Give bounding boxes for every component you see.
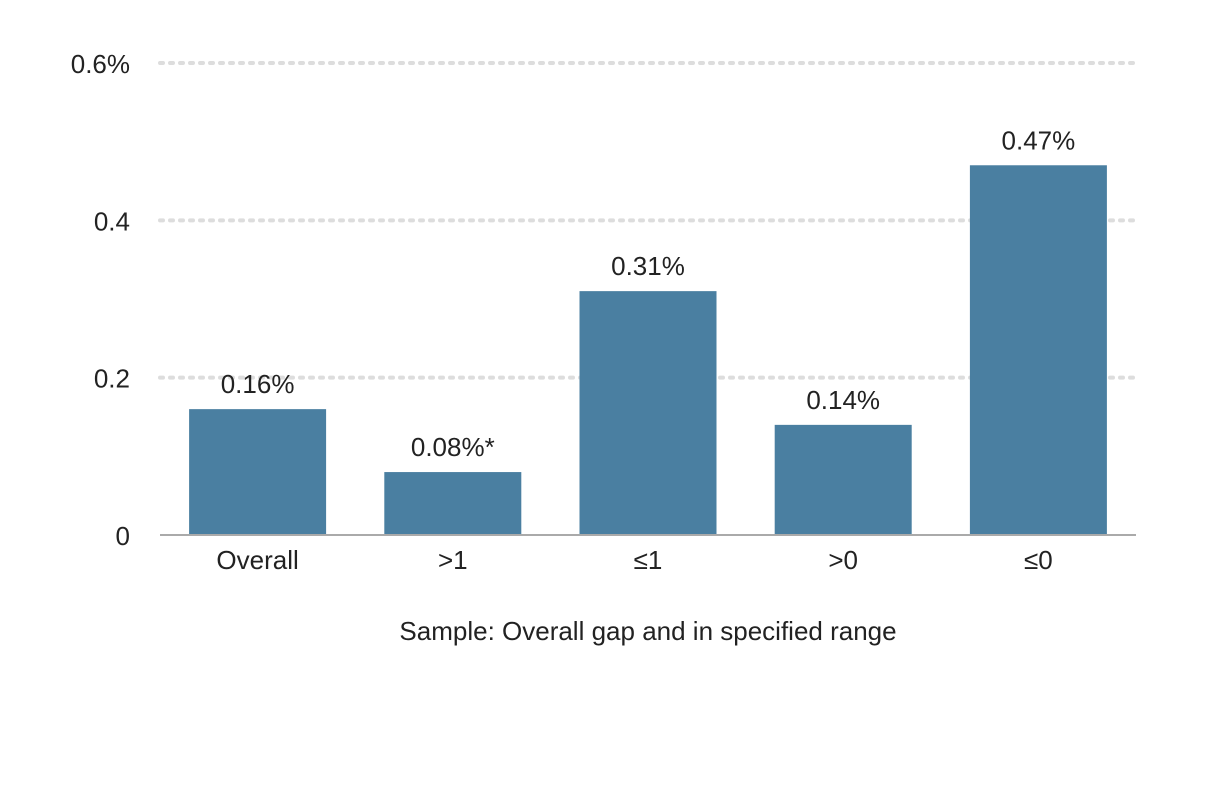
- bar: [969, 165, 1107, 535]
- x-category-label: ≤0: [1024, 545, 1053, 575]
- x-category-label: Overall: [216, 545, 298, 575]
- bar: [579, 291, 717, 535]
- y-tick-label: 0.2: [94, 364, 130, 394]
- y-tick-label: 0.4: [94, 206, 130, 236]
- bar-value-label: 0.14%: [806, 385, 880, 415]
- x-axis-category-labels: Overall >1 ≤1 >0 ≤0: [216, 545, 1052, 575]
- bar-value-label: 0.47%: [1002, 125, 1076, 155]
- x-axis-title: Sample: Overall gap and in specified ran…: [399, 616, 896, 646]
- bar-value-label: 0.31%: [611, 251, 685, 281]
- bar: [189, 409, 327, 535]
- bar-value-label: 0.16%: [221, 369, 295, 399]
- y-axis-tick-labels: 0 0.2 0.4 0.6%: [71, 49, 130, 551]
- y-tick-label: 0.6%: [71, 49, 130, 79]
- bar-value-label: 0.08%*: [411, 432, 495, 462]
- bar: [774, 424, 912, 535]
- y-tick-label: 0: [116, 521, 130, 551]
- bar: [384, 472, 522, 535]
- data-labels: 0.16% 0.08%* 0.31% 0.14% 0.47%: [221, 125, 1076, 462]
- bars: [189, 165, 1107, 535]
- x-category-label: >0: [828, 545, 858, 575]
- x-category-label: >1: [438, 545, 468, 575]
- x-category-label: ≤1: [634, 545, 663, 575]
